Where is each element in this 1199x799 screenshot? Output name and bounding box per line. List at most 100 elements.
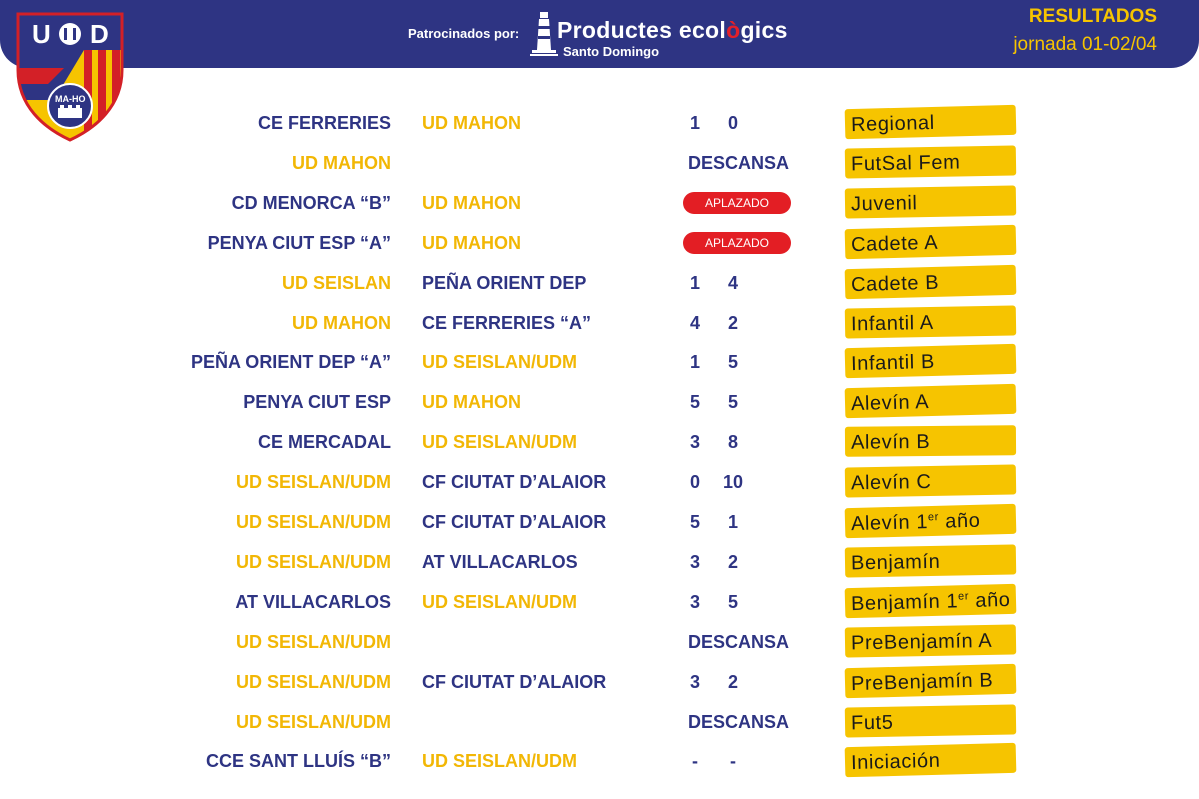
category-text: Regional [850,111,936,137]
category-text: Alevín B [850,431,931,454]
category-text: Benjamín [850,550,941,575]
match-row: CE FERRERIES UD MAHON 1 0 Regional [0,103,1199,143]
home-score: 5 [689,392,700,413]
away-team: UD MAHON [422,113,521,133]
home-score: 3 [689,671,700,692]
away-team: UD SEISLAN/UDM [422,432,578,453]
home-team: UD SEISLAN/UDM [235,631,391,652]
category-text: Alevín 1er año [850,509,981,536]
page-subtitle: jornada 01-02/04 [1013,34,1157,55]
sponsor-name: Productes ecològics [557,17,788,43]
rest-status: DESCANSA [688,152,790,173]
svg-text:U: U [32,19,51,49]
match-row: UD SEISLAN/UDM CF CIUTAT D’ALAIOR 5 1 Alevín… [0,502,1199,542]
away-score: 0 [727,113,738,133]
home-score: 3 [689,591,700,612]
away-score: 10 [722,472,744,493]
home-team: UD SEISLAN/UDM [235,551,391,572]
category-text: Alevín C [850,471,932,495]
away-team: UD MAHON [422,392,521,413]
home-team: PENYA CIUT ESP “A” [207,232,391,253]
category-label: Alevín B [844,425,1017,457]
home-team: UD MAHON [292,312,391,333]
rest-status: DESCANSA [688,711,790,732]
home-score: 3 [689,551,700,572]
rest-status: DESCANSA [688,631,790,652]
match-row: UD MAHON DESCANSA FutSal Fem [0,143,1199,183]
home-score: 1 [689,272,700,293]
away-score: 5 [727,392,738,413]
category-text: Infantil B [850,351,936,376]
sponsor-label: Patrocinados por: [408,26,520,41]
home-score: 3 [689,432,700,453]
postponed-badge: APLAZADO [683,191,791,214]
home-team: CCE SANT LLUÍS “B” [205,751,391,772]
away-team: CF CIUTAT D’ALAIOR [422,512,607,532]
category-label: Fut5 [844,704,1017,737]
category-label: Alevín A [844,384,1017,419]
category-text: Cadete A [850,231,939,256]
home-team: UD SEISLAN/UDM [235,711,391,732]
home-team: AT VILLACARLOS [235,591,391,612]
away-score: 5 [727,591,738,612]
category-label: Cadete B [844,264,1017,299]
home-score: - [692,751,698,772]
category-label: FutSal Fem [844,145,1017,179]
home-score: 1 [689,352,700,373]
category-text: Fut5 [850,711,894,734]
home-score: 0 [689,472,700,493]
away-team: CE FERRERIES “A” [422,312,592,333]
away-score: 4 [727,272,738,293]
away-team: UD SEISLAN/UDM [422,751,578,772]
away-score: - [730,751,736,772]
away-score: 2 [727,312,738,333]
away-team: PEÑA ORIENT DEP [422,272,587,293]
away-team: UD MAHON [422,192,521,213]
category-label: Benjamín [844,544,1017,578]
match-row: UD SEISLAN/UDM CF CIUTAT D’ALAIOR 0 10 Aleví… [0,462,1199,502]
match-row: CD MENORCA “B” UD MAHON APLAZADO Juvenil [0,183,1199,223]
away-score: 2 [727,551,738,572]
home-team: UD SEISLAN/UDM [235,512,391,532]
category-label: Cadete A [844,224,1017,259]
category-label: Regional [844,104,1017,140]
match-row: PENYA CIUT ESP “A” UD MAHON APLAZADO Cadete… [0,223,1199,263]
category-text: Cadete B [850,271,940,296]
category-label: Alevín C [844,464,1017,498]
club-crest-logo: U D MA-HO [16,12,124,142]
away-team: CF CIUTAT D’ALAIOR [422,671,607,692]
home-team: PEÑA ORIENT DEP “A” [190,352,391,373]
match-row: AT VILLACARLOS UD SEISLAN/UDM 3 5 Benjamín 1… [0,582,1199,622]
lighthouse-icon [530,12,558,56]
category-label: Alevín 1er año [844,503,1017,539]
away-team: AT VILLACARLOS [422,551,578,572]
category-label: Iniciación [844,743,1017,778]
category-text: Benjamín 1er año [850,588,1011,615]
category-label: Infantil A [844,305,1017,338]
match-row: UD SEISLAN/UDM CF CIUTAT D’ALAIOR 3 2 PreBen… [0,662,1199,702]
match-row: UD SEISLAN/UDM DESCANSA PreBenjamín A [0,622,1199,662]
match-row: CE MERCADAL UD SEISLAN/UDM 3 8 Alevín B [0,422,1199,462]
sponsor-subtitle: Santo Domingo [563,44,660,59]
away-score: 5 [727,352,738,373]
away-team: UD MAHON [422,232,521,253]
away-team: UD SEISLAN/UDM [422,591,578,612]
svg-text:MA-HO: MA-HO [55,94,86,104]
match-row: UD SEISLAN/UDM AT VILLACARLOS 3 2 Benjamín [0,542,1199,582]
category-text: PreBenjamín B [850,668,994,695]
home-score: 1 [689,113,700,133]
home-team: PENYA CIUT ESP [243,392,391,413]
match-row: UD SEISLAN/UDM DESCANSA Fut5 [0,702,1199,742]
match-row: PENYA CIUT ESP UD MAHON 5 5 Alevín A [0,382,1199,422]
home-team: UD SEISLAN/UDM [235,671,391,692]
home-score: 4 [689,312,700,333]
category-text: Juvenil [850,192,918,216]
page-title: RESULTADOS [1028,6,1157,27]
category-text: Alevín A [850,391,930,416]
away-team: CF CIUTAT D’ALAIOR [422,472,607,493]
home-team: UD MAHON [292,152,391,173]
match-row: UD SEISLAN PEÑA ORIENT DEP 1 4 Cadete B [0,263,1199,303]
match-row: UD MAHON CE FERRERIES “A” 4 2 Infantil A [0,303,1199,343]
home-team: CE FERRERIES [257,113,391,133]
away-score: 1 [727,512,738,532]
